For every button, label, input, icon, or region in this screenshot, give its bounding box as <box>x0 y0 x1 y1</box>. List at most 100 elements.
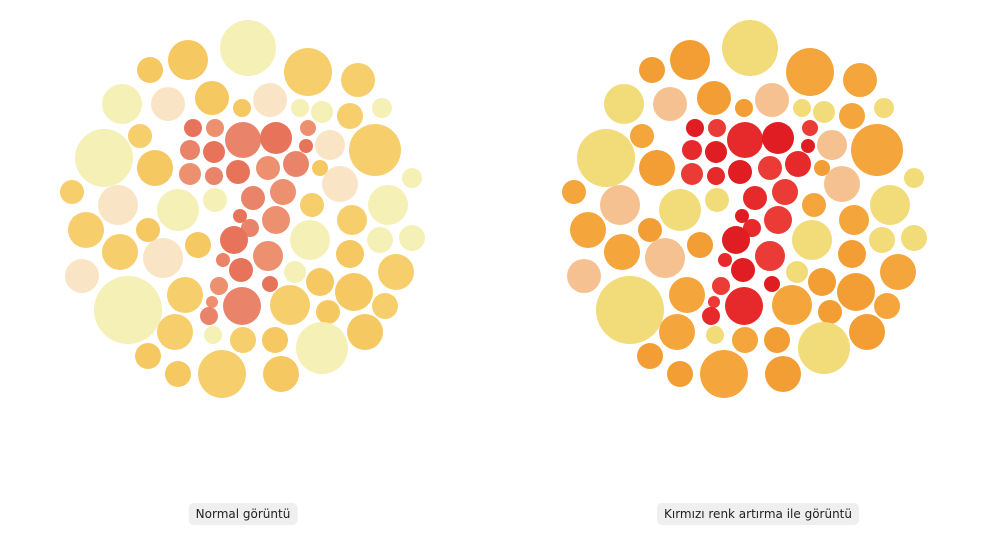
background-dot <box>870 185 910 225</box>
background-dot <box>204 326 222 344</box>
digit-dot <box>205 167 223 185</box>
background-dot <box>306 268 334 296</box>
background-dot <box>315 130 345 160</box>
digit-dot <box>707 167 725 185</box>
background-dot <box>347 314 383 350</box>
background-dot <box>165 361 191 387</box>
background-dot <box>570 212 606 248</box>
digit-dot <box>702 307 720 325</box>
digit-dot <box>210 277 228 295</box>
digit-dot <box>283 151 309 177</box>
background-dot <box>697 81 731 115</box>
digit-dot <box>718 253 732 267</box>
background-dot <box>349 124 401 176</box>
background-dot <box>705 188 729 212</box>
background-dot <box>233 99 251 117</box>
background-dot <box>792 220 832 260</box>
digit-dot <box>262 206 290 234</box>
background-dot <box>735 99 753 117</box>
background-dot <box>185 232 211 258</box>
digit-dot <box>256 156 280 180</box>
background-dot <box>203 188 227 212</box>
digit-dot <box>802 120 818 136</box>
background-dot <box>262 327 288 353</box>
background-dot <box>869 227 895 253</box>
digit-dot <box>728 160 752 184</box>
digit-dot <box>743 186 767 210</box>
caption: Kırmızı renk artırma ile görüntü <box>656 503 860 525</box>
digit-dot <box>253 241 283 271</box>
background-dot <box>378 254 414 290</box>
background-dot <box>849 314 885 350</box>
background-dot <box>157 314 193 350</box>
background-dot <box>562 180 586 204</box>
background-dot <box>220 20 276 76</box>
background-dot <box>136 218 160 242</box>
background-dot <box>670 40 710 80</box>
background-dot <box>814 160 830 176</box>
background-dot <box>667 361 693 387</box>
digit-dot <box>801 139 815 153</box>
digit-dot <box>206 119 224 137</box>
background-dot <box>230 327 256 353</box>
digit-dot <box>772 179 798 205</box>
background-dot <box>817 130 847 160</box>
background-dot <box>372 293 398 319</box>
digit-dot <box>206 296 218 308</box>
digit-dot <box>262 276 278 292</box>
background-dot <box>659 189 701 231</box>
digit-dot <box>300 120 316 136</box>
background-dot <box>802 193 826 217</box>
caption: Normal görüntü <box>188 503 298 525</box>
background-dot <box>732 327 758 353</box>
digit-dot <box>755 241 785 271</box>
background-dot <box>151 87 185 121</box>
background-dot <box>851 124 903 176</box>
background-dot <box>102 234 138 270</box>
background-dot <box>399 225 425 251</box>
digit-dot <box>764 206 792 234</box>
background-dot <box>813 101 835 123</box>
digit-dot <box>764 276 780 292</box>
digit-dot <box>180 140 200 160</box>
background-dot <box>284 261 306 283</box>
digit-dot <box>225 122 261 158</box>
background-dot <box>402 168 422 188</box>
digit-dot <box>731 258 755 282</box>
digit-dot <box>682 140 702 160</box>
background-dot <box>630 124 654 148</box>
background-dot <box>637 343 663 369</box>
digit-dot <box>229 258 253 282</box>
background-dot <box>837 273 875 311</box>
background-dot <box>687 232 713 258</box>
background-dot <box>604 234 640 270</box>
background-dot <box>284 48 332 96</box>
background-dot <box>367 227 393 253</box>
background-dot <box>755 83 789 117</box>
digit-dot <box>686 119 704 137</box>
plates <box>60 20 927 398</box>
background-dot <box>75 129 133 187</box>
background-dot <box>604 84 644 124</box>
background-dot <box>98 185 138 225</box>
digit-dot <box>270 179 296 205</box>
background-dot <box>300 193 324 217</box>
background-dot <box>372 98 392 118</box>
digit-dot <box>223 287 261 325</box>
background-dot <box>102 84 142 124</box>
background-dot <box>786 48 834 96</box>
background-dot <box>94 276 162 344</box>
background-dot <box>368 185 408 225</box>
digit-dot <box>179 163 201 185</box>
digit-dot <box>681 163 703 185</box>
background-dot <box>838 240 866 268</box>
digit-dot <box>705 141 727 163</box>
background-dot <box>669 277 705 313</box>
background-dot <box>772 285 812 325</box>
background-dot <box>198 350 246 398</box>
background-dot <box>341 63 375 97</box>
digit-dot <box>200 307 218 325</box>
background-dot <box>253 83 287 117</box>
background-dot <box>653 87 687 121</box>
